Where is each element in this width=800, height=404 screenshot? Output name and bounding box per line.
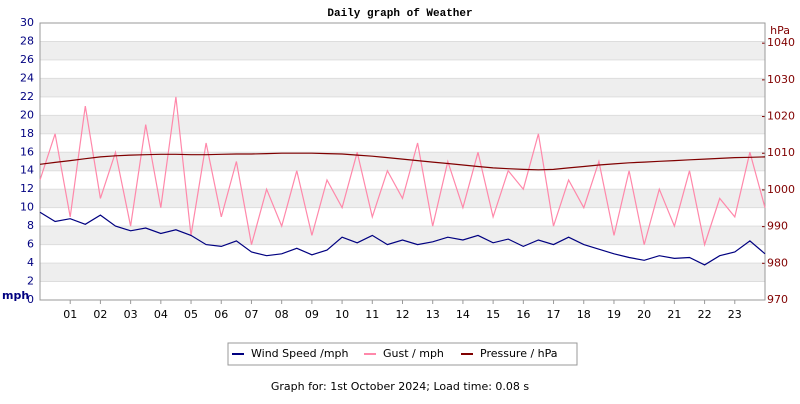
caption: Graph for: 1st October 2024; Load time: …	[271, 380, 530, 393]
y2-tick-label: 1000	[767, 183, 795, 196]
y-tick-label: 24	[20, 71, 34, 84]
x-tick-label: 05	[184, 308, 198, 321]
series-line	[39, 211, 766, 266]
x-tick-label: 04	[154, 308, 168, 321]
y-tick-label: 10	[20, 201, 34, 214]
x-tick-label: 11	[365, 308, 379, 321]
x-tick-label: 19	[607, 308, 621, 321]
x-tick-label: 20	[637, 308, 651, 321]
y-tick-label: 26	[20, 53, 34, 66]
x-tick-label: 03	[124, 308, 138, 321]
x-tick-label: 02	[93, 308, 107, 321]
x-tick-label: 08	[275, 308, 289, 321]
grid-band	[40, 226, 765, 245]
x-tick-label: 15	[486, 308, 500, 321]
y-tick-label: 6	[27, 238, 34, 251]
x-tick-label: 21	[667, 308, 681, 321]
chart-title: Daily graph of Weather	[327, 8, 472, 20]
x-tick-label: 01	[63, 308, 77, 321]
x-tick-label: 18	[577, 308, 591, 321]
plot-frame	[39, 22, 766, 301]
y2-tick-label: 1030	[767, 73, 795, 86]
x-tick-label: 22	[698, 308, 712, 321]
legend-label: Pressure / hPa	[480, 347, 558, 360]
x-tick-label: 09	[305, 308, 319, 321]
x-tick-label: 23	[728, 308, 742, 321]
y2-axis-label: hPa	[770, 24, 790, 37]
y2-tick-label: 1020	[767, 110, 795, 123]
y2-tick-label: 1040	[767, 36, 795, 49]
y-tick-label: 20	[20, 108, 34, 121]
x-tick-label: 07	[244, 308, 258, 321]
y-tick-label: 30	[20, 16, 34, 29]
y-tick-label: 2	[27, 275, 34, 288]
y-tick-label: 18	[20, 127, 34, 140]
y2-tick-label: 980	[767, 256, 788, 269]
grid-band	[40, 263, 765, 282]
y-tick-label: 16	[20, 145, 34, 158]
legend-label: Wind Speed /mph	[251, 347, 349, 360]
grid-band	[40, 41, 765, 60]
x-tick-label: 12	[396, 308, 410, 321]
x-tick-label: 16	[516, 308, 530, 321]
y-tick-label: 22	[20, 90, 34, 103]
x-tick-label: 06	[214, 308, 228, 321]
grid-band	[40, 115, 765, 134]
y2-tick-label: 990	[767, 220, 788, 233]
y-tick-label: 4	[27, 256, 34, 269]
y-tick-label: 28	[20, 34, 34, 47]
x-tick-label: 10	[335, 308, 349, 321]
y-tick-label: 14	[20, 164, 34, 177]
y2-tick-label: 1010	[767, 146, 795, 159]
x-tick-label: 17	[547, 308, 561, 321]
y2-tick-label: 970	[767, 293, 788, 306]
x-tick-label: 14	[456, 308, 470, 321]
legend-box	[227, 342, 578, 366]
series-line	[39, 152, 766, 171]
y-axis-label: mph	[2, 289, 29, 302]
legend-label: Gust / mph	[383, 347, 444, 360]
y-tick-label: 8	[27, 219, 34, 232]
series-line	[39, 96, 766, 247]
x-tick-label: 13	[426, 308, 440, 321]
grid-band	[40, 78, 765, 97]
y-tick-label: 12	[20, 182, 34, 195]
y-tick-label: 0	[27, 293, 34, 306]
